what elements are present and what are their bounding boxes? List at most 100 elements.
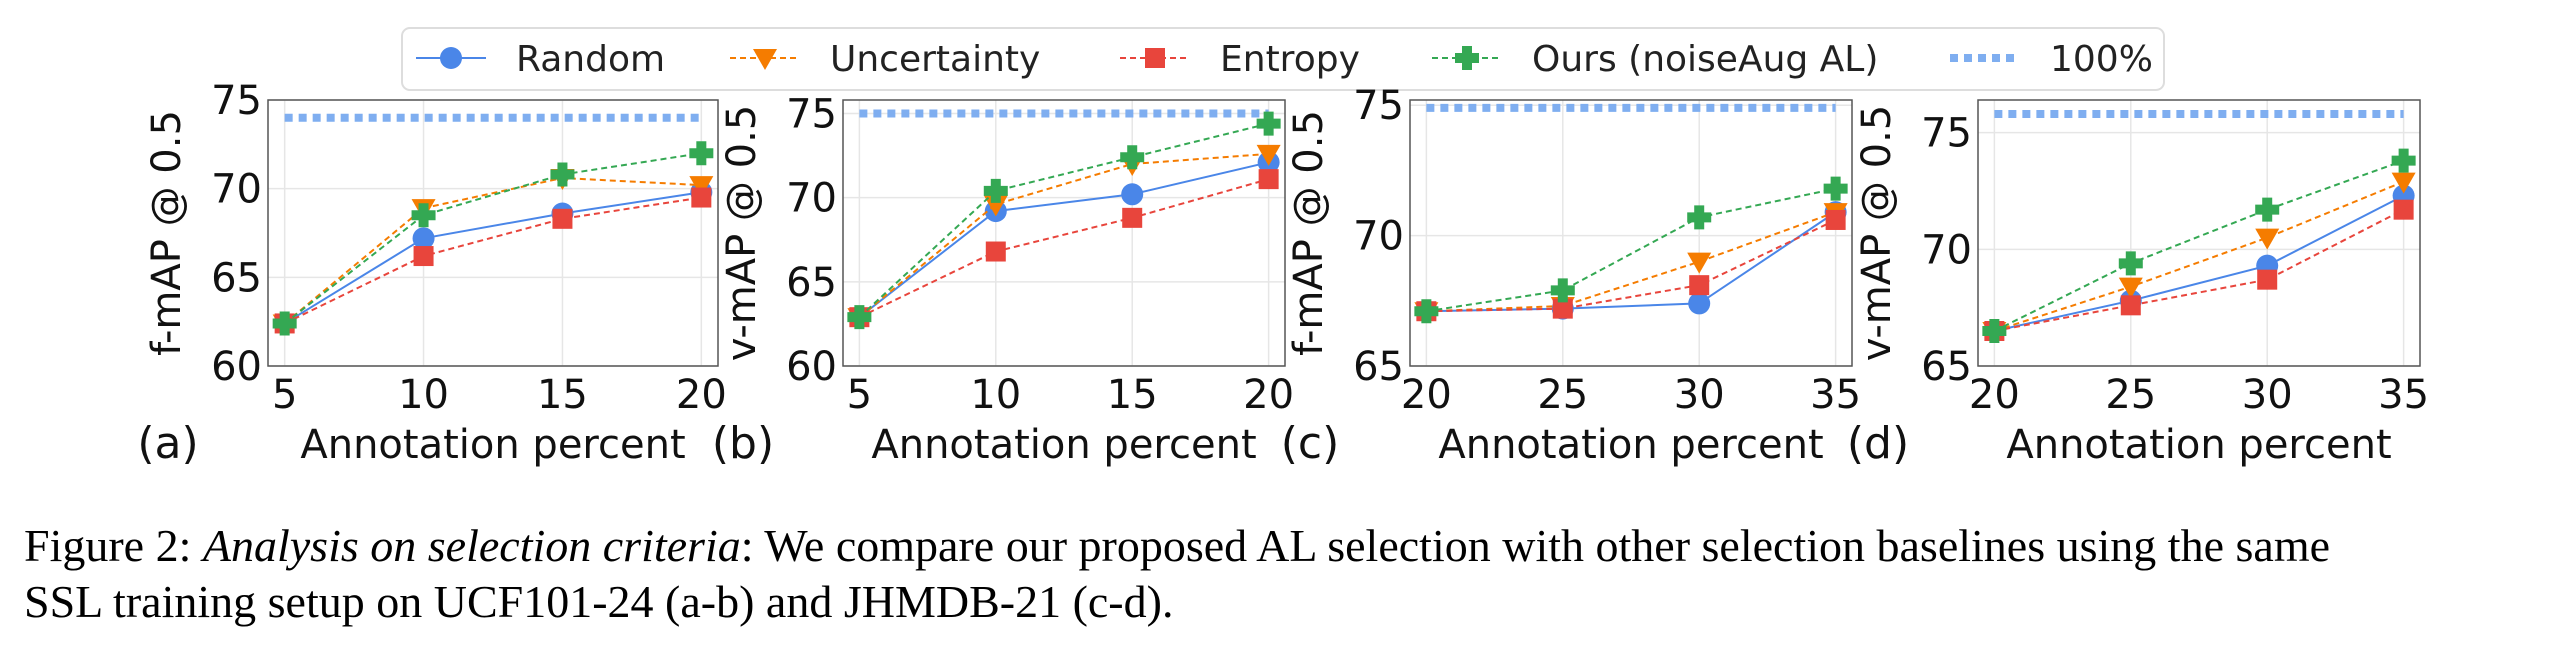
x-tick-label: 15 <box>1107 372 1158 418</box>
legend-label: Ours (noiseAug AL) <box>1532 39 1878 80</box>
series-uncertainty <box>272 169 714 336</box>
legend-label: Random <box>516 39 665 80</box>
y-tick-label: 65 <box>1921 344 1972 390</box>
data-point <box>1552 298 1573 319</box>
series-ours-noiseaug-al <box>847 111 1281 330</box>
series-line <box>1426 187 1836 313</box>
y-axis-label: v-mAP @ 0.5 <box>719 105 765 362</box>
data-point <box>2118 277 2143 299</box>
x-tick-label: 5 <box>847 372 872 418</box>
y-axis-label: f-mAP @ 0.5 <box>144 110 190 356</box>
data-point <box>2393 199 2414 220</box>
data-point <box>413 246 434 267</box>
x-tick-label: 15 <box>537 372 588 418</box>
y-tick-label: 75 <box>1921 111 1972 157</box>
y-tick-label: 60 <box>786 344 837 390</box>
y-tick-label: 70 <box>1921 227 1972 273</box>
series-random <box>273 181 713 335</box>
y-tick-label: 70 <box>1353 214 1404 260</box>
data-point <box>1121 183 1144 206</box>
legend-item-ours-noiseaug-al: Ours (noiseAug AL) <box>1432 39 1878 80</box>
x-tick-label: 30 <box>1674 372 1725 418</box>
x-tick-label: 25 <box>1537 372 1588 418</box>
chart-panel-c: 20 25 30 35 65 70 75 f-mAP @ 0.5 Annotation perc… <box>1281 83 1861 469</box>
legend-item-100: 100% <box>1950 39 2153 80</box>
x-axis-label: Annotation percent <box>300 422 685 468</box>
series-ours-noiseaug-al <box>1982 148 2416 343</box>
series-ours-noiseaug-al <box>1414 176 1848 324</box>
data-point <box>689 141 714 166</box>
x-tick-label: 30 <box>2242 372 2293 418</box>
data-point <box>2257 269 2278 290</box>
data-point <box>1825 209 1846 230</box>
caption-line-1: Figure 2: Analysis on selection criteria… <box>24 518 2544 574</box>
plot-frame <box>267 99 719 367</box>
series-uncertainty <box>1982 172 2416 343</box>
series-line <box>1994 208 2405 332</box>
chart-panel-a: 5 10 15 20 60 65 70 75 f-mAP @ 0.5 Annotation per… <box>137 78 726 469</box>
data-point <box>552 208 573 229</box>
data-point <box>272 311 297 336</box>
series-line <box>284 196 702 325</box>
data-point <box>1414 299 1439 324</box>
data-point <box>1823 176 1848 201</box>
series-random <box>848 151 1280 329</box>
series-line <box>284 177 702 325</box>
y-tick-label: 70 <box>211 167 262 213</box>
x-tick-label: 25 <box>2105 372 2156 418</box>
data-point <box>2391 172 2416 194</box>
x-tick-label: 20 <box>676 372 727 418</box>
caption-line-2: SSL training setup on UCF101-24 (a-b) an… <box>24 576 1174 627</box>
series-entropy <box>1984 199 2414 341</box>
series-ours-noiseaug-al <box>272 141 714 336</box>
data-point <box>2255 197 2280 222</box>
y-tick-label: 65 <box>211 255 262 301</box>
data-point <box>2255 228 2280 250</box>
series-line <box>858 161 1269 318</box>
caption-line1-rest: : We compare our proposed AL selection w… <box>740 520 2331 571</box>
data-point <box>550 162 575 187</box>
x-axis-label: Annotation percent <box>1438 422 1823 468</box>
legend-frame <box>401 27 2165 91</box>
caption-title: Analysis on selection criteria <box>202 520 741 571</box>
data-point <box>1689 275 1710 296</box>
figure-charts: Random Uncertainty Entropy Ours (noiseAug A… <box>137 27 2429 469</box>
legend-item-uncertainty: Uncertainty <box>730 39 1040 80</box>
data-point <box>1550 278 1575 303</box>
data-point <box>1688 292 1711 315</box>
series-line <box>284 152 702 325</box>
data-point <box>2120 295 2141 316</box>
series-entropy <box>849 169 1279 328</box>
legend-marker-square <box>1145 48 1165 68</box>
data-point <box>412 227 435 250</box>
data-point <box>689 176 714 198</box>
series-line <box>1994 180 2405 332</box>
data-point <box>1687 252 1712 274</box>
legend-marker-circle <box>440 47 462 69</box>
x-tick-label: 35 <box>2378 372 2429 418</box>
series-entropy <box>1416 209 1846 322</box>
data-point <box>1256 144 1281 166</box>
series-line <box>858 178 1269 319</box>
series-line <box>1994 194 2405 332</box>
legend-marker-triangle-down <box>753 49 777 70</box>
series-random <box>1415 201 1847 323</box>
data-point <box>1687 205 1712 230</box>
data-point <box>847 305 872 330</box>
series-random <box>1983 184 2415 342</box>
series-line <box>284 191 702 325</box>
x-tick-label: 20 <box>1969 372 2020 418</box>
y-tick-label: 65 <box>1353 344 1404 390</box>
panel-label: (d) <box>1847 418 1909 469</box>
plot-frame <box>1409 99 1853 367</box>
plot-frame <box>842 99 1286 367</box>
series-entropy <box>274 187 712 334</box>
panel-label: (c) <box>1281 418 1340 469</box>
legend-label: 100% <box>2050 39 2153 80</box>
data-point <box>1258 169 1279 190</box>
legend: Random Uncertainty Entropy Ours (noiseAug A… <box>401 27 2165 91</box>
plot-frame <box>1977 99 2421 367</box>
chart-panel-d: 20 25 30 35 65 70 75 v-mAP @ 0.5 Annotation perc… <box>1847 99 2429 469</box>
legend-item-entropy: Entropy <box>1120 39 1360 80</box>
data-point <box>1120 145 1145 170</box>
